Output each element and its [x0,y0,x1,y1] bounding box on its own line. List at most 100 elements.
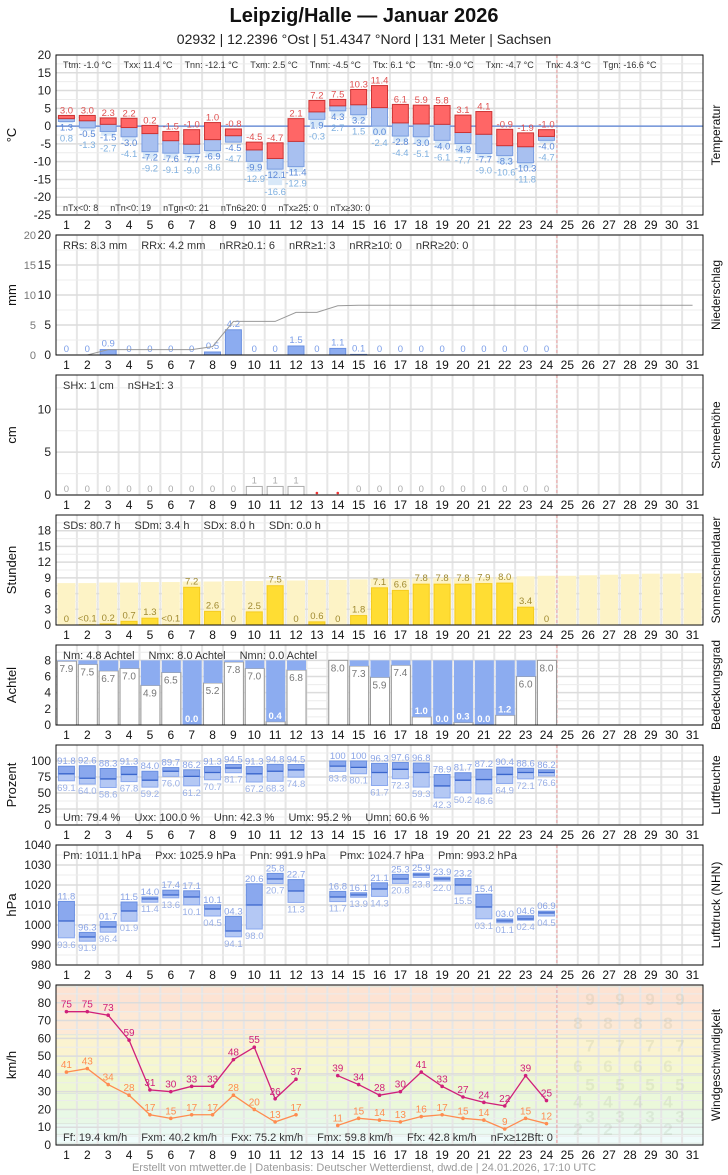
ground-min-bar [101,131,116,136]
x-tick-label: 26 [582,968,596,982]
data-label: 80.1 [349,776,368,787]
data-label: 0 [64,344,69,355]
tmin-bar [454,132,472,145]
stat-label: Pnn: 991.9 hPa [250,850,327,862]
wind-point [482,1118,486,1122]
lower-range-bar [141,779,159,788]
data-label: 20.7 [266,886,285,897]
data-label: -2.4 [371,138,387,149]
y-tick-label: 80 [38,996,52,1010]
ground-min-bar [539,140,554,143]
data-label: -1.5 [163,121,179,132]
lower-range-bar [204,772,222,781]
data-label: -10.3 [515,164,537,175]
precip-bar [99,349,117,356]
possible-sunshine-bar [579,575,598,625]
x-tick-label: 31 [686,498,700,512]
data-label: 1.3 [143,607,156,618]
x-tick-label: 12 [289,1148,303,1162]
x-tick-label: 19 [435,358,449,372]
x-tick-label: 20 [456,628,470,642]
data-label: 04.6 [516,906,535,917]
y-tick-label: 15 [38,258,52,272]
x-tick-label: 11 [269,628,282,642]
data-label: 01.9 [120,923,139,934]
data-label: 7.8 [415,573,428,584]
clear-sky-bar [266,660,286,722]
ground-min-bar [247,161,262,172]
tmax-bar [475,111,493,135]
y-tick-label: 20 [38,1102,52,1116]
data-label: 0.8 [60,133,73,144]
lower-range-bar [78,777,96,785]
gust-point [231,1057,236,1062]
x-tick-label: 27 [602,828,616,842]
upper-range-bar [433,774,451,787]
lower-range-bar [266,878,284,885]
data-label: -4.7 [538,152,554,163]
upper-range-bar [141,770,159,781]
data-label: 7.1 [373,577,386,588]
data-label: 28 [228,1083,240,1094]
data-label: -7.6 [163,154,179,165]
upper-range-bar [496,766,514,775]
clear-sky-bar [203,660,223,683]
ground-min-bar [372,126,387,135]
x-tick-label: 17 [394,1148,408,1162]
data-label: 2.5 [248,601,261,612]
stat-label: Fxx: 75.2 km/h [231,1132,303,1144]
y-tick-label: 9 [44,571,51,585]
panel-title: Windgeschwindigkeit [709,1008,723,1121]
x-tick-label: 31 [686,968,700,982]
x-tick-label: 9 [230,218,237,232]
data-label: 15 [457,1106,469,1117]
x-tick-label: 29 [644,498,658,512]
data-label: 15 [353,1106,365,1117]
x-tick-label: 31 [686,358,700,372]
data-label: -7.7 [476,154,492,165]
stat-label: Tnx: 4.3 °C [546,60,592,70]
data-label: -1.3 [79,140,95,151]
data-label: 81.7 [224,775,243,786]
data-label: 7.4 [393,668,407,679]
wind-point [502,1127,507,1131]
clear-sky-bar [120,660,140,669]
data-label: 23.9 [433,867,452,878]
x-tick-label: 26 [582,728,596,742]
data-label: -4.9 [455,145,471,156]
x-tick-label: 30 [665,628,679,642]
precip-bar [329,347,347,356]
lower-range-bar [99,778,117,788]
wind-point [356,1116,361,1121]
data-label: 20 [249,1097,261,1108]
data-label: 1 [272,475,277,486]
stat-label: Nm: 4.8 Achtel [63,650,135,662]
tmax-bar [141,124,159,135]
tmax-bar [329,98,347,107]
data-label: 39 [520,1064,532,1075]
data-label: -11.8 [515,175,536,186]
data-label: 48 [228,1048,240,1059]
stat-label: Fxm: 40.2 km/h [141,1132,217,1144]
x-tick-label: 2 [84,628,91,642]
x-tick-label: 6 [167,728,174,742]
x-tick-label: 12 [289,728,303,742]
x-tick-label: 14 [331,218,345,232]
x-tick-label: 4 [126,218,133,232]
tmax-bar [350,88,368,106]
data-label: 3.1 [456,105,469,116]
possible-sunshine-bar [683,573,702,625]
data-label: 0 [231,614,236,625]
data-label: 5.8 [436,95,449,106]
gust-point [168,1089,173,1094]
data-label: 13 [395,1110,407,1121]
x-tick-label: 28 [623,728,637,742]
data-label: 0.0 [477,714,490,725]
data-label: 64.0 [78,786,97,797]
tmax-bar [454,114,472,134]
gust-point [502,1104,507,1108]
data-label: 3.2 [352,116,365,127]
x-tick-label: 5 [147,218,154,232]
